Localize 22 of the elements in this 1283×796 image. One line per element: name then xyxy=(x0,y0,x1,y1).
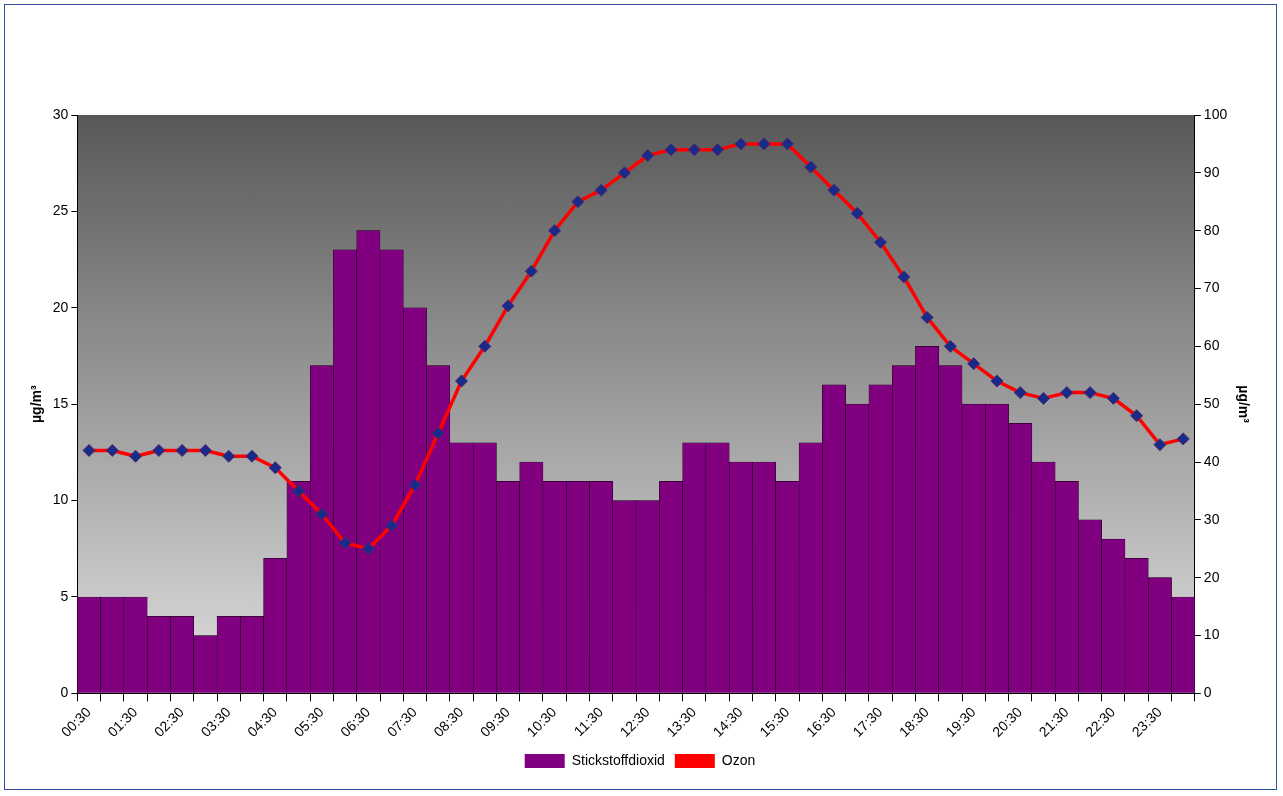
legend-label: Stickstoffdioxid xyxy=(571,751,665,768)
y2-tick-label: 90 xyxy=(1203,163,1220,180)
y2-tick-label: 50 xyxy=(1203,395,1220,412)
y-tick-label: 20 xyxy=(52,298,69,315)
y2-tick-label: 70 xyxy=(1203,279,1220,296)
y2-axis-title: µg/m³ xyxy=(1235,385,1252,424)
y-tick-label: 5 xyxy=(60,587,69,604)
y2-tick-label: 30 xyxy=(1203,510,1220,527)
y-tick-label: 0 xyxy=(60,684,69,701)
y-tick-label: 25 xyxy=(52,202,69,219)
y2-tick-label: 0 xyxy=(1203,684,1212,701)
y-tick-label: 30 xyxy=(52,105,69,122)
y2-tick-label: 80 xyxy=(1203,221,1220,238)
y2-tick-label: 10 xyxy=(1203,626,1220,643)
y2-tick-label: 60 xyxy=(1203,337,1220,354)
y-tick-label: 15 xyxy=(52,395,69,412)
y-tick-label: 10 xyxy=(52,491,69,508)
y2-tick-label: 20 xyxy=(1203,568,1220,585)
legend-label: Ozon xyxy=(721,751,756,768)
y2-tick-label: 100 xyxy=(1203,105,1228,122)
y-axis-title: µg/m³ xyxy=(28,385,45,423)
y2-tick-label: 40 xyxy=(1203,452,1220,469)
